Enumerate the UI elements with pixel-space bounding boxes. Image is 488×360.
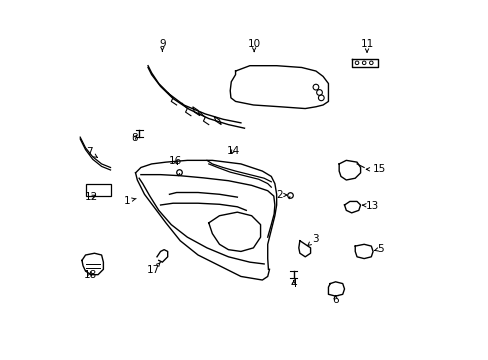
Text: 17: 17 <box>146 262 160 275</box>
Text: 11: 11 <box>360 39 373 52</box>
Text: 3: 3 <box>307 234 319 246</box>
Text: 8: 8 <box>131 133 138 143</box>
Text: 14: 14 <box>226 146 239 156</box>
Text: 10: 10 <box>247 39 260 51</box>
Text: 4: 4 <box>290 279 297 289</box>
Text: 9: 9 <box>159 39 165 51</box>
Text: 7: 7 <box>85 147 98 158</box>
Text: 12: 12 <box>85 192 98 202</box>
Text: 1: 1 <box>124 196 136 206</box>
Text: 13: 13 <box>362 201 378 211</box>
Text: 2: 2 <box>276 190 286 200</box>
Text: 16: 16 <box>169 157 182 166</box>
Bar <box>85 184 110 196</box>
Text: 15: 15 <box>366 164 386 174</box>
Text: 5: 5 <box>374 244 384 253</box>
Text: 6: 6 <box>332 295 338 305</box>
Text: 18: 18 <box>83 270 97 280</box>
